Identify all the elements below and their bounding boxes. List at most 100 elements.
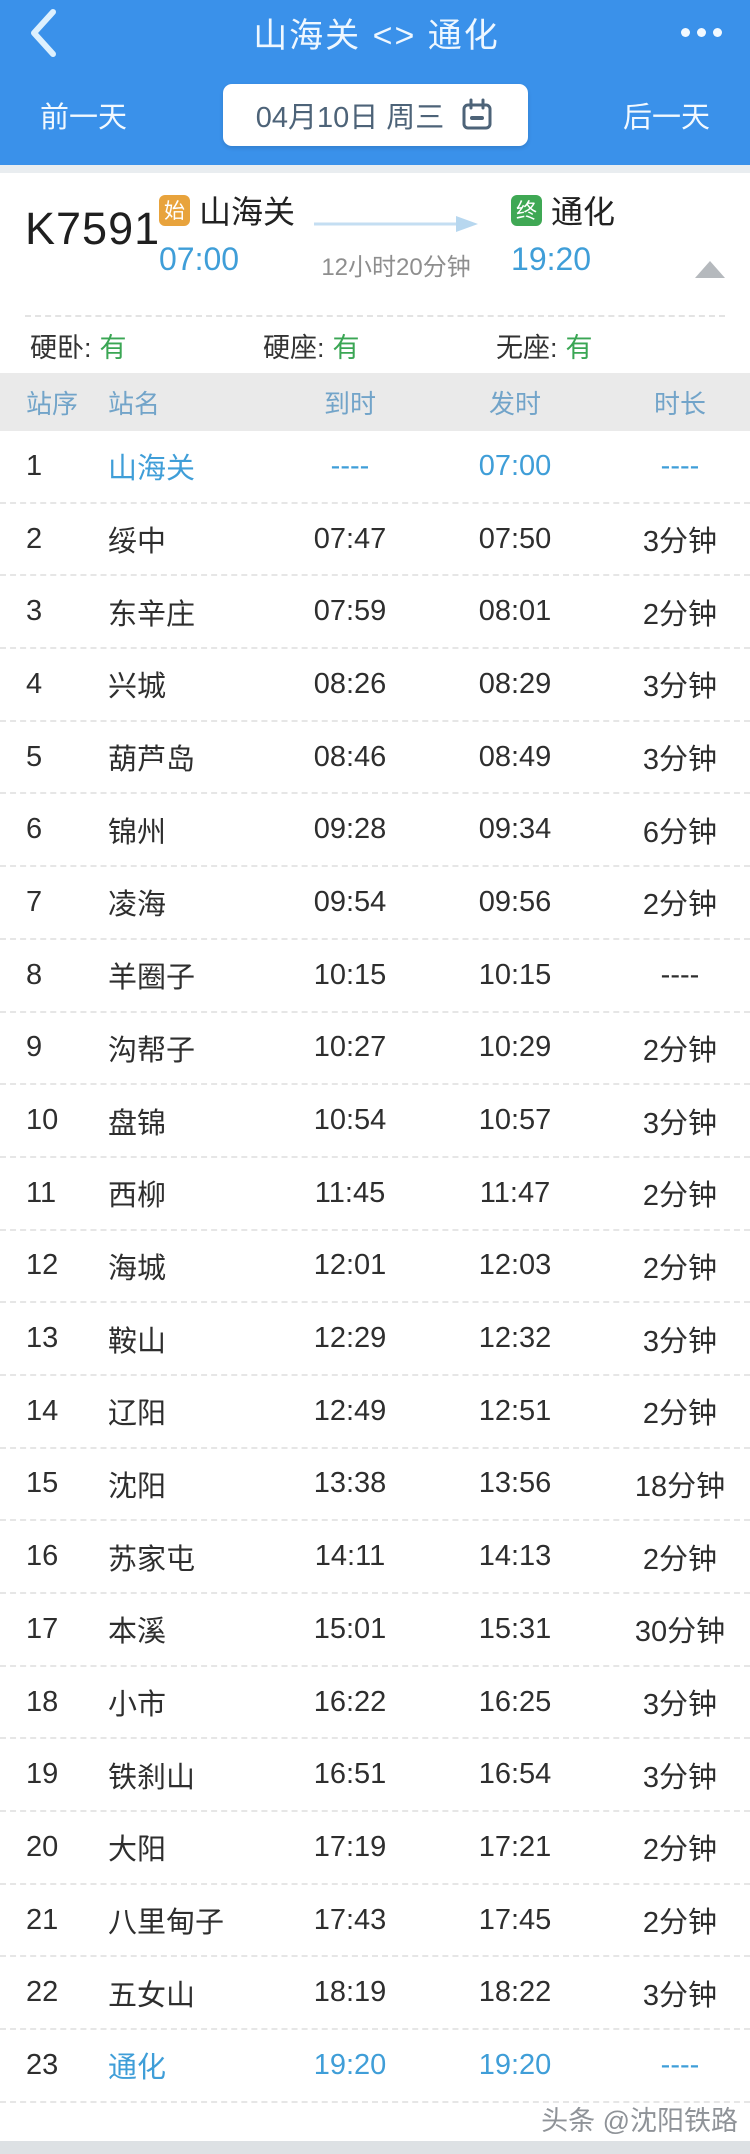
- divider: [0, 165, 750, 173]
- col-header-seq: 站序: [26, 388, 79, 419]
- station-seq: 17: [26, 1612, 59, 1645]
- origin-station: 山海关: [199, 194, 296, 230]
- station-name: 羊圈子: [108, 962, 196, 995]
- journey-middle: 12小时20分钟: [301, 189, 491, 315]
- station-name: 西柳: [108, 1180, 167, 1213]
- station-seq: 3: [26, 595, 43, 628]
- station-seq: 1: [26, 449, 43, 482]
- station-name: 海城: [108, 1252, 167, 1285]
- arrive-time: 08:26: [313, 667, 387, 700]
- seat-status: 有: [99, 332, 127, 363]
- station-seq: 14: [26, 1394, 59, 1427]
- stop-duration: 3分钟: [642, 526, 718, 559]
- station-table-body: 1 山海关 ---- 07:00 ---- 2 绥中 07:47 07:50 3…: [0, 431, 750, 2103]
- table-row: 14 辽阳 12:49 12:51 2分钟: [0, 1375, 750, 1449]
- col-header-duration: 时长: [653, 388, 706, 419]
- depart-time: 07:00: [478, 449, 552, 482]
- train-number: K7591: [25, 203, 161, 254]
- station-seq: 19: [26, 1758, 59, 1791]
- depart-time: 08:01: [478, 595, 552, 628]
- table-row: 17 本溪 15:01 15:31 30分钟: [0, 1594, 750, 1667]
- seat-status: 有: [565, 332, 593, 363]
- date-label: 04月10日 周三: [255, 102, 445, 134]
- stop-duration: 3分钟: [642, 1107, 718, 1140]
- seat-standing: 无座: 有: [496, 332, 593, 363]
- station-seq: 16: [26, 1540, 59, 1573]
- station-seq: 7: [26, 885, 43, 918]
- station-name: 八里甸子: [108, 1907, 225, 1940]
- depart-time: 10:57: [478, 1104, 552, 1137]
- station-seq: 22: [26, 1976, 59, 2009]
- seat-hard-sleeper: 硬卧: 有: [30, 332, 127, 363]
- origin-badge: 始: [159, 194, 190, 226]
- station-name: 沈阳: [108, 1470, 167, 1503]
- arrive-time: 13:38: [313, 1467, 387, 1500]
- arrive-time: 09:28: [313, 813, 387, 846]
- arrive-time: 15:01: [313, 1612, 387, 1645]
- table-row: 13 鞍山 12:29 12:32 3分钟: [0, 1303, 750, 1376]
- depart-time: 18:22: [478, 1976, 552, 2009]
- collapse-caret-icon[interactable]: [695, 261, 725, 278]
- station-name: 小市: [108, 1689, 167, 1722]
- arrive-time: 09:54: [313, 885, 387, 918]
- next-day-button[interactable]: 后一天: [622, 102, 710, 134]
- stop-duration: 2分钟: [642, 889, 718, 922]
- station-seq: 11: [26, 1176, 57, 1209]
- col-header-depart: 发时: [488, 388, 541, 419]
- station-seq: 8: [26, 958, 43, 991]
- origin-depart-time: 07:00: [159, 241, 240, 277]
- bottom-strip: [0, 2141, 750, 2154]
- stop-duration: 2分钟: [642, 1398, 718, 1431]
- table-row: 8 羊圈子 10:15 10:15 ----: [0, 939, 750, 1013]
- prev-day-button[interactable]: 前一天: [40, 102, 128, 134]
- page-title: 山海关 <> 通化: [253, 17, 500, 55]
- table-row: 22 五女山 18:19 18:22 3分钟: [0, 1957, 750, 2031]
- ellipsis-icon: [680, 28, 690, 37]
- seat-status: 有: [332, 332, 360, 363]
- table-row: 1 山海关 ---- 07:00 ----: [0, 431, 750, 504]
- table-row: 20 大阳 17:19 17:21 2分钟: [0, 1812, 750, 1885]
- station-seq: 21: [26, 1903, 59, 1936]
- more-menu-button[interactable]: [680, 8, 722, 58]
- journey-duration: 12小时20分钟: [321, 254, 471, 281]
- stop-duration: 2分钟: [642, 598, 718, 631]
- date-picker-button[interactable]: 04月10日 周三: [222, 84, 528, 146]
- depart-time: 12:03: [478, 1249, 552, 1282]
- station-name: 葫芦岛: [108, 744, 196, 777]
- stop-duration: 2分钟: [642, 1180, 718, 1213]
- stop-duration: 18分钟: [634, 1470, 726, 1503]
- table-row: 5 葫芦岛 08:46 08:49 3分钟: [0, 721, 750, 795]
- station-seq: 5: [26, 740, 43, 773]
- dashed-divider: [25, 315, 725, 317]
- stop-duration: 2分钟: [642, 1834, 718, 1867]
- station-name: 辽阳: [108, 1398, 167, 1431]
- table-row: 23 通化 19:20 19:20 ----: [0, 2030, 750, 2103]
- back-button[interactable]: [28, 8, 72, 58]
- watermark: 头条 @沈阳铁路: [541, 2106, 738, 2136]
- depart-time: 14:13: [478, 1540, 552, 1573]
- stop-duration: 3分钟: [642, 744, 718, 777]
- destination-badge: 终: [511, 194, 543, 226]
- table-row: 10 盘锦 10:54 10:57 3分钟: [0, 1085, 750, 1158]
- stop-duration: 3分钟: [642, 1979, 718, 2012]
- destination-arrive-time: 19:20: [511, 241, 592, 277]
- arrive-time: 17:19: [313, 1830, 387, 1863]
- depart-time: 07:50: [478, 522, 552, 555]
- station-name: 盘锦: [108, 1107, 167, 1140]
- table-row: 16 苏家屯 14:11 14:13 2分钟: [0, 1521, 750, 1594]
- station-name: 凌海: [108, 889, 167, 922]
- station-seq: 10: [26, 1104, 59, 1137]
- arrive-time: 14:11: [314, 1540, 386, 1573]
- station-name: 鞍山: [108, 1325, 167, 1358]
- depart-time: 16:25: [478, 1685, 552, 1718]
- ellipsis-icon: [712, 28, 722, 37]
- stop-duration: 2分钟: [642, 1252, 718, 1285]
- arrive-time: 10:15: [313, 958, 387, 991]
- table-row: 6 锦州 09:28 09:34 6分钟: [0, 794, 750, 868]
- station-seq: 18: [26, 1685, 59, 1718]
- destination-station: 通化: [551, 194, 616, 230]
- station-name: 大阳: [108, 1834, 167, 1867]
- depart-time: 11:47: [479, 1176, 551, 1209]
- depart-time: 17:45: [478, 1903, 552, 1936]
- station-seq: 6: [26, 813, 43, 846]
